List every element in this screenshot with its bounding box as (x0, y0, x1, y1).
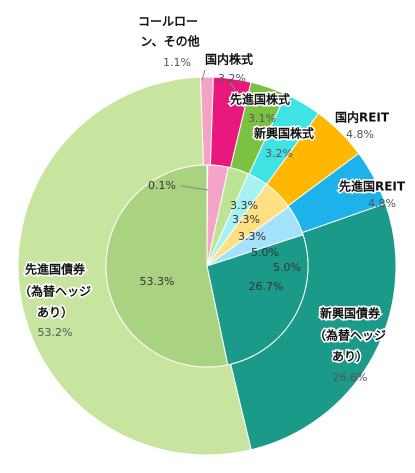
category-label: 先進国REIT (339, 179, 406, 194)
category-label: コールロー (138, 15, 198, 29)
value-label: 4.8% (368, 197, 396, 210)
slice (206, 234, 309, 366)
value-label: 1.1% (163, 56, 191, 69)
category-label: 先進国債券 (25, 262, 86, 277)
leader-line (229, 81, 236, 91)
category-label: （為替ヘッジ (19, 284, 91, 299)
value-label: 3.2% (265, 147, 293, 160)
category-label: あり） (37, 305, 73, 320)
category-label: 国内REIT (335, 110, 390, 125)
inner-value-label: 3.3% (238, 230, 266, 243)
value-label: 3.2% (218, 72, 246, 85)
leader-line (201, 69, 206, 81)
inner-value-label: 3.3% (232, 213, 260, 226)
value-label: 53.2% (38, 326, 73, 339)
inner-value-label: 26.7% (249, 280, 284, 293)
category-label: あり） (332, 349, 368, 364)
inner-value-label: 3.3% (230, 199, 258, 212)
category-label: ン、その他 (140, 34, 199, 49)
category-label: 国内株式 (205, 52, 253, 67)
inner-value-label: 0.1% (148, 179, 176, 192)
value-label: 26.6% (333, 371, 368, 384)
category-label: 先進国株式 (230, 92, 290, 107)
category-label: 新興国株式 (254, 126, 314, 141)
value-label: 4.8% (346, 128, 374, 141)
value-label: 3.1% (248, 112, 276, 125)
inner-value-label: 53.3% (140, 275, 175, 288)
inner-value-label: 5.0% (251, 246, 279, 259)
leader-line (180, 185, 209, 191)
slice (105, 164, 229, 368)
category-label: 新興国債券 (320, 306, 381, 321)
inner-value-label: 5.0% (273, 261, 301, 274)
category-label: （為替ヘッジ (314, 328, 386, 343)
